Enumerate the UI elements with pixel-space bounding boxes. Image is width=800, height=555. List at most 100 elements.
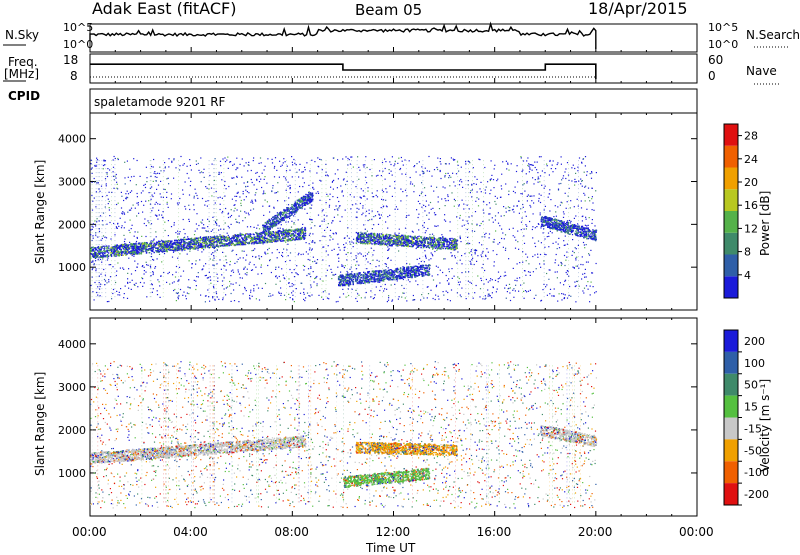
power-noise-point <box>294 222 295 223</box>
power-noise-point <box>103 168 104 169</box>
power-echo-point <box>176 245 177 246</box>
power-noise-point <box>591 172 592 173</box>
power-noise-point <box>509 207 510 208</box>
power-noise-point <box>217 274 218 275</box>
power-noise-point <box>550 289 551 290</box>
power-noise-point <box>503 206 504 207</box>
power-noise-point <box>553 243 554 244</box>
power-noise-point <box>523 291 524 292</box>
power-noise-point <box>485 189 486 190</box>
power-noise-point <box>421 182 422 183</box>
power-noise-point <box>492 217 493 218</box>
power-echo-point <box>103 255 104 256</box>
power-noise-point <box>481 223 482 224</box>
power-noise-point <box>537 254 538 255</box>
power-noise-point <box>557 248 558 249</box>
power-noise-point <box>530 206 531 207</box>
power-noise-point <box>517 165 518 166</box>
power-echo-point <box>243 239 244 240</box>
power-noise-point <box>344 238 345 239</box>
power-noise-point <box>167 202 168 203</box>
power-echo-point <box>201 246 202 247</box>
power-noise-point <box>241 200 242 201</box>
power-noise-point <box>153 288 154 289</box>
power-noise-point <box>577 167 578 168</box>
power-noise-point <box>294 269 295 270</box>
power-noise-point <box>479 296 480 297</box>
power-noise-point <box>454 199 455 200</box>
power-echo-point <box>113 248 114 249</box>
power-noise-point <box>533 271 534 272</box>
power-noise-point <box>515 187 516 188</box>
power-noise-point <box>520 156 521 157</box>
power-noise-point <box>572 251 573 252</box>
power-echo-point <box>190 246 191 247</box>
power-echo-point <box>117 254 118 255</box>
power-echo-point <box>131 246 132 247</box>
power-echo-point <box>222 245 223 246</box>
power-noise-point <box>116 291 117 292</box>
power-noise-point <box>299 169 300 170</box>
power-noise-point <box>546 284 547 285</box>
power-noise-point <box>330 194 331 195</box>
power-noise-point <box>292 283 293 284</box>
power-noise-point <box>189 159 190 160</box>
power-noise-point <box>246 290 247 291</box>
power-echo-point <box>148 250 149 251</box>
power-noise-point <box>435 295 436 296</box>
power-noise-point <box>159 173 160 174</box>
power-noise-point <box>564 265 565 266</box>
power-noise-point <box>473 167 474 168</box>
power-noise-point <box>488 213 489 214</box>
power-noise-point <box>292 162 293 163</box>
power-noise-point <box>436 187 437 188</box>
power-noise-point <box>374 159 375 160</box>
power-noise-point <box>399 169 400 170</box>
power-noise-point <box>194 196 195 197</box>
power-noise-point <box>149 192 150 193</box>
power-noise-point <box>388 267 389 268</box>
power-noise-point <box>145 184 146 185</box>
power-noise-point <box>281 255 282 256</box>
power-noise-point <box>309 274 310 275</box>
power-noise-point <box>545 186 546 187</box>
power-noise-point <box>251 200 252 201</box>
power-noise-point <box>531 200 532 201</box>
power-noise-point <box>94 178 95 179</box>
power-noise-point <box>508 191 509 192</box>
power-noise-point <box>505 208 506 209</box>
power-noise-point <box>277 191 278 192</box>
power-noise-point <box>522 171 523 172</box>
power-echo-point <box>196 244 197 245</box>
power-noise-point <box>327 227 328 228</box>
power-noise-point <box>524 191 525 192</box>
power-echo-point <box>94 256 95 257</box>
power-noise-point <box>574 252 575 253</box>
power-noise-point <box>572 239 573 240</box>
power-echo-point <box>121 255 122 256</box>
power-noise-point <box>365 297 366 298</box>
power-echo-point <box>276 240 277 241</box>
power-noise-point <box>448 196 449 197</box>
power-noise-point <box>380 286 381 287</box>
power-echo-point <box>215 238 216 239</box>
power-noise-point <box>135 270 136 271</box>
power-noise-point <box>378 224 379 225</box>
power-noise-point <box>106 185 107 186</box>
power-noise-point <box>434 169 435 170</box>
power-noise-point <box>253 250 254 251</box>
power-noise-point <box>129 169 130 170</box>
power-noise-point <box>472 230 473 231</box>
power-noise-point <box>567 298 568 299</box>
power-noise-point <box>423 298 424 299</box>
power-noise-point <box>296 172 297 173</box>
power-noise-point <box>110 238 111 239</box>
power-noise-point <box>505 183 506 184</box>
power-noise-point <box>448 173 449 174</box>
power-noise-point <box>163 170 164 171</box>
power-echo-point <box>162 243 163 244</box>
power-noise-point <box>540 254 541 255</box>
power-noise-point <box>485 256 486 257</box>
power-noise-point <box>240 203 241 204</box>
power-noise-point <box>199 259 200 260</box>
